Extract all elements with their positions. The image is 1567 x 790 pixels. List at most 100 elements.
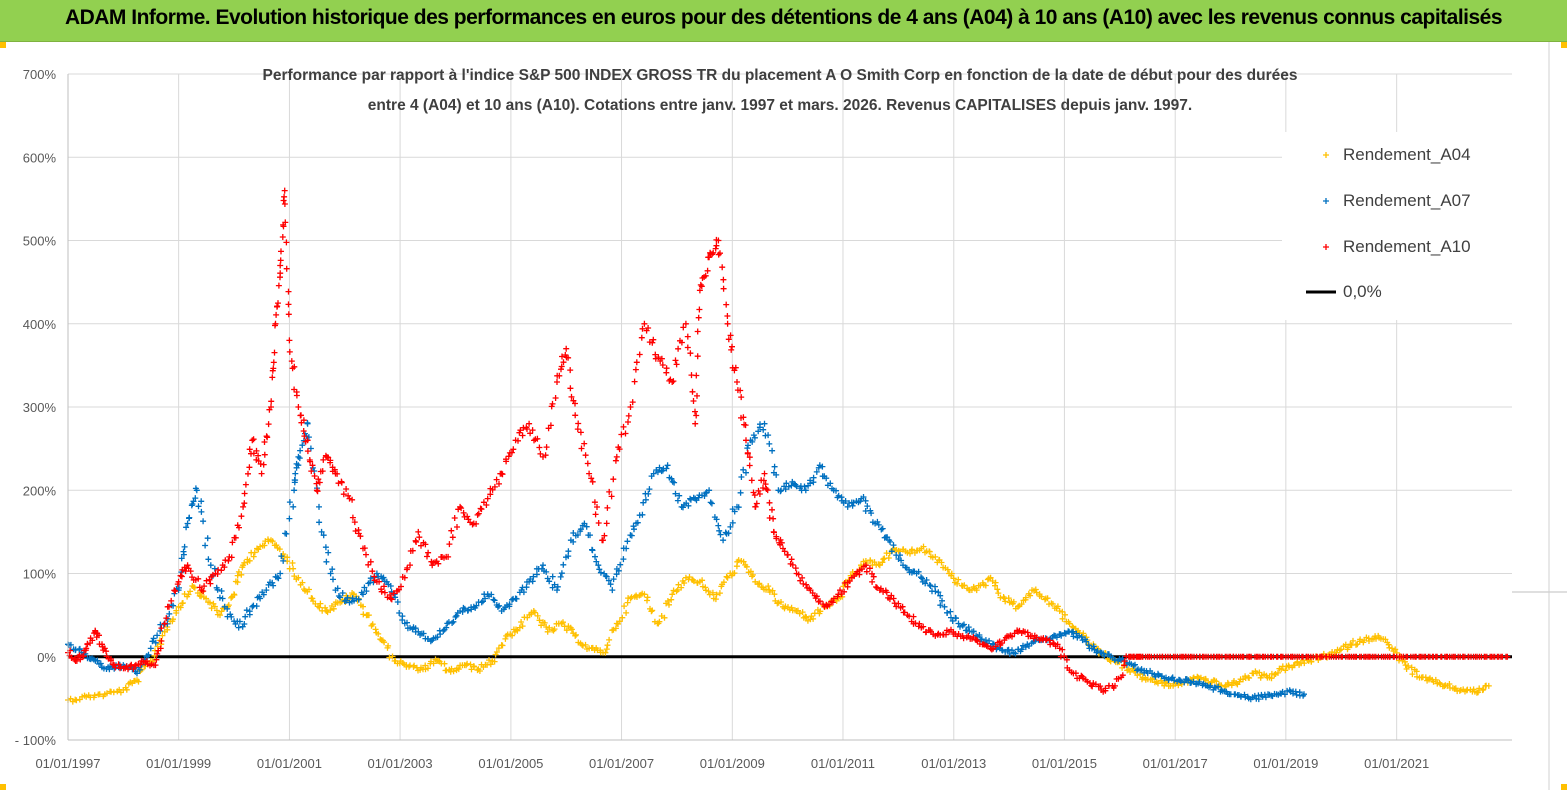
- data-point: [713, 591, 720, 598]
- data-point: [603, 573, 610, 580]
- data-point: [1018, 601, 1025, 608]
- data-point: [460, 509, 467, 516]
- data-point: [286, 348, 293, 355]
- data-point: [1155, 672, 1162, 679]
- data-point: [243, 607, 250, 614]
- data-point: [763, 486, 770, 492]
- data-point: [150, 635, 157, 642]
- data-point: [509, 632, 516, 639]
- data-point: [583, 523, 590, 530]
- data-point: [390, 590, 397, 597]
- data-point: [597, 569, 604, 576]
- data-point: [760, 477, 767, 484]
- data-point: [659, 362, 666, 368]
- data-point: [572, 400, 578, 407]
- data-point: [149, 638, 156, 645]
- data-point: [603, 520, 610, 527]
- data-point: [723, 301, 730, 308]
- data-point: [1058, 632, 1065, 639]
- data-point: [777, 488, 784, 495]
- data-point: [110, 689, 117, 696]
- data-point: [672, 490, 679, 497]
- data-point: [1062, 611, 1068, 618]
- data-point: [766, 515, 773, 521]
- data-point: [813, 593, 820, 600]
- data-point: [1207, 682, 1214, 689]
- data-point: [1350, 637, 1356, 644]
- data-point: [123, 686, 130, 693]
- data-point: [286, 515, 293, 522]
- data-point: [416, 534, 423, 541]
- data-point: [762, 481, 769, 488]
- data-point: [572, 632, 579, 639]
- data-point: [281, 187, 288, 194]
- data-point: [1027, 592, 1034, 599]
- data-point: [631, 378, 638, 385]
- data-point: [771, 591, 778, 598]
- data-point: [340, 491, 347, 498]
- data-point: [1197, 674, 1204, 681]
- data-point: [746, 454, 753, 461]
- data-point: [673, 588, 680, 595]
- data-point: [773, 471, 780, 478]
- data-point: [304, 420, 311, 427]
- data-point: [644, 594, 651, 601]
- data-point: [992, 643, 999, 650]
- data-point: [632, 366, 639, 373]
- data-point: [166, 603, 172, 610]
- y-tick-label: 500%: [23, 234, 57, 249]
- data-point: [633, 359, 640, 366]
- data-point: [948, 570, 955, 577]
- data-point: [842, 498, 849, 504]
- data-point: [1304, 657, 1311, 663]
- data-point: [654, 469, 661, 476]
- data-point: [484, 495, 491, 502]
- data-point: [693, 412, 700, 419]
- data-point: [207, 580, 214, 587]
- data-point: [523, 584, 530, 591]
- data-point: [740, 466, 747, 473]
- data-point: [395, 586, 402, 593]
- data-point: [976, 632, 983, 638]
- data-point: [281, 193, 288, 200]
- data-point: [603, 646, 610, 653]
- data-point: [401, 574, 408, 581]
- data-point: [242, 613, 249, 620]
- data-point: [707, 499, 714, 506]
- data-point: [361, 584, 368, 591]
- data-point: [471, 663, 478, 670]
- data-point: [1275, 669, 1281, 676]
- data-point: [249, 437, 256, 444]
- data-point: [756, 491, 763, 497]
- data-point: [344, 594, 351, 601]
- data-point: [387, 583, 394, 589]
- data-point: [983, 642, 990, 649]
- data-point: [320, 456, 327, 463]
- data-point: [143, 658, 150, 665]
- data-point: [752, 503, 759, 510]
- data-point: [422, 541, 429, 548]
- data-point: [1097, 683, 1104, 690]
- data-point: [589, 478, 596, 485]
- data-point: [1409, 671, 1416, 678]
- data-point: [514, 627, 521, 634]
- data-point: [413, 539, 420, 545]
- data-point: [454, 524, 460, 530]
- data-point: [732, 364, 739, 371]
- data-point: [290, 503, 297, 510]
- data-point: [392, 594, 399, 601]
- data-point: [335, 593, 342, 599]
- title-banner: ADAM Informe. Evolution historique des p…: [0, 0, 1567, 42]
- data-point: [483, 502, 490, 508]
- data-point: [748, 477, 755, 484]
- data-point: [1101, 653, 1108, 660]
- data-point: [398, 583, 404, 590]
- data-point: [549, 400, 556, 407]
- data-point: [650, 336, 657, 343]
- data-point: [543, 444, 550, 451]
- data-point: [729, 519, 736, 526]
- data-point: [724, 320, 731, 327]
- data-point: [616, 446, 623, 453]
- data-point: [901, 609, 908, 616]
- data-point: [572, 412, 579, 419]
